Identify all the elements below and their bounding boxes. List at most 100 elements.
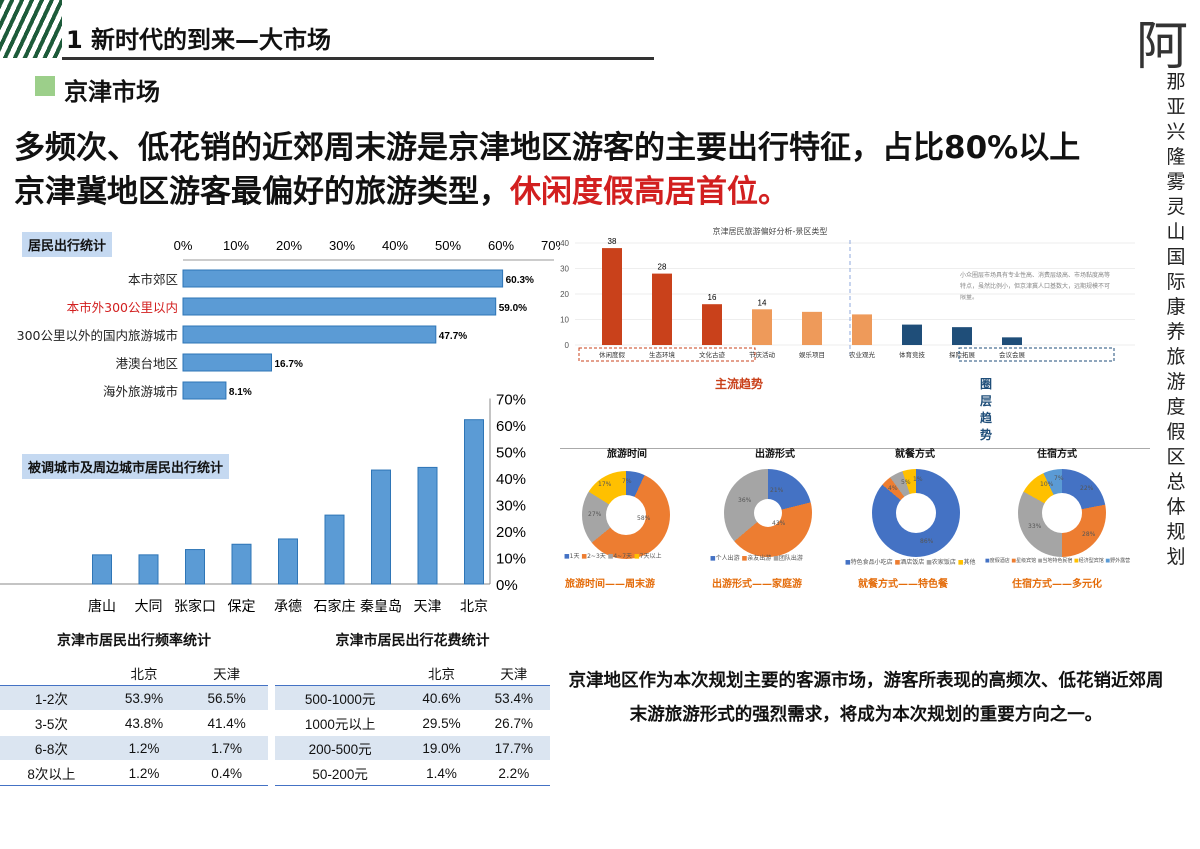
table-cell: 1.2%	[102, 735, 186, 761]
table-cell: 6-8次	[0, 735, 103, 761]
category-label: 生态环境	[649, 350, 676, 359]
axis-tick-label: 40%	[496, 471, 526, 488]
decorative-stripes	[0, 0, 62, 58]
category-label: 300公里以外的国内旅游城市	[17, 328, 178, 343]
legend-item: 野外露营	[1110, 558, 1131, 564]
pie-lodging	[1018, 469, 1106, 557]
table-cell: 1-2次	[0, 685, 103, 711]
bar	[182, 269, 504, 288]
bar	[182, 353, 273, 372]
axis-tick-label: 50%	[435, 238, 461, 253]
subsection-title: 京津市场	[64, 78, 160, 106]
category-label: 本市外300公里以内	[67, 300, 178, 315]
table-cell: 40.6%	[405, 685, 478, 711]
residents-travel-chart: 0% 10% 20% 30% 40% 50% 60% 70% 本市郊区 60.3% 本市外300公里…	[17, 238, 560, 400]
cities-chart-tag: 被调城市及周边城市居民出行统计	[22, 454, 230, 479]
pie-value-label: 10%	[1040, 481, 1054, 488]
pie-value-label: 4%	[888, 485, 898, 492]
axis-tick-label: 60%	[488, 238, 514, 253]
bar	[464, 419, 484, 585]
table-cell: 41.4%	[185, 710, 268, 736]
pie-value-label: 27%	[588, 511, 602, 518]
pie-legend: ■1天 ■2~3天 ■4~7天 ■7天以上	[564, 553, 662, 560]
axis-tick-label: 0%	[174, 238, 193, 253]
table-row: 1-2次 53.9% 56.5%	[0, 685, 268, 711]
category-label: 探险拓展	[949, 350, 976, 359]
category-label: 本市郊区	[128, 272, 178, 287]
category-label: 休闲度假	[599, 350, 626, 359]
axis-tick-label: 60%	[496, 418, 526, 435]
pie-value-label: 33%	[1028, 523, 1042, 530]
axis-tick-label: 70%	[541, 238, 560, 253]
data-label: 16	[708, 293, 717, 302]
data-label: 38	[608, 237, 617, 246]
pie-dining	[872, 469, 960, 557]
category-label: 会议会展	[999, 350, 1026, 359]
category-label: 天津	[414, 599, 442, 615]
pie-value-label: 58%	[637, 515, 651, 522]
table-cell: 2.2%	[477, 760, 550, 786]
data-label: 14	[758, 298, 767, 307]
pie-caption-travel-form: 出游形式——家庭游	[712, 579, 802, 590]
bar	[182, 381, 227, 400]
pie-legend: ■特色食品小吃店 ■酒店饭店 ■农家饭店 ■其他	[845, 559, 976, 566]
category-label: 体育竞技	[899, 350, 926, 359]
pie-hole	[896, 493, 936, 533]
bar	[852, 314, 872, 345]
bar	[92, 554, 112, 585]
pie-value-label: 28%	[1082, 531, 1096, 538]
data-label: 47.7%	[439, 331, 467, 342]
pie-value-label: 22%	[1080, 485, 1094, 492]
pie-title-travel-time: 旅游时间	[607, 449, 647, 460]
axis-tick-label: 20	[560, 290, 569, 299]
pie-value-label: 5%	[901, 479, 911, 486]
table-cell: 200-500元	[275, 735, 406, 761]
legend-item: 农家饭店	[931, 559, 956, 566]
data-label: 59.0%	[499, 303, 527, 314]
table-header-cell: 北京	[102, 660, 186, 686]
axis-tick-label: 20%	[276, 238, 302, 253]
category-label: 娱乐项目	[799, 350, 825, 359]
frequency-table-title: 京津市居民出行频率统计	[57, 633, 211, 649]
pie-legend: ■度假酒店 ■星级宾馆 ■当地特色民宿 ■经济型宾馆 ■野外露营	[985, 558, 1131, 564]
data-label: 28	[658, 263, 667, 272]
bar	[138, 554, 159, 585]
category-label: 秦皇岛	[360, 599, 402, 615]
group-label-main: 主流趋势	[715, 377, 764, 391]
scenic-preference-panel: 京津居民旅游偏好分析-景区类型 小众圈层市场具有专业性高、消费层级高、市场黏度高…	[555, 220, 1135, 442]
bar	[231, 543, 252, 585]
category-label: 港澳台地区	[115, 356, 178, 371]
axis-tick-label: 0	[565, 341, 570, 350]
headline-line-1: 多频次、低花销的近郊周末游是京津地区游客的主要出行特征，占比80%以上	[14, 130, 1081, 166]
legend-item: 特色食品小吃店	[850, 559, 893, 566]
headline-line-2: 京津冀地区游客最偏好的旅游类型，休闲度假高居首位。	[14, 166, 789, 211]
title-divider	[62, 57, 654, 60]
scenic-chart-note: 小众圈层市场具有专业性高、消费层级高、市场黏度高等特点，虽然比例小，但京津冀人口…	[960, 272, 1111, 301]
table-row: 3-5次 43.8% 41.4%	[0, 710, 268, 736]
category-label: 大同	[135, 599, 163, 615]
bar	[752, 309, 772, 345]
pie-value-label: 17%	[598, 481, 612, 488]
pie-caption-travel-time: 旅游时间——周末游	[565, 579, 655, 590]
pie-value-label: 1%	[913, 476, 923, 483]
bar	[952, 327, 972, 345]
bar	[902, 324, 922, 345]
category-label: 农业观光	[849, 350, 876, 359]
pie-value-label: 36%	[738, 497, 752, 504]
table-cell: 19.0%	[405, 735, 478, 761]
table-header-cell: 北京	[405, 660, 478, 686]
subsection-marker	[35, 76, 55, 96]
table-row: 500-1000元 40.6% 53.4%	[275, 685, 550, 711]
table-cell: 53.9%	[102, 685, 186, 711]
category-label: 海外旅游城市	[103, 384, 178, 399]
category-label: 北京	[460, 599, 488, 615]
legend-item: 2~3天	[587, 553, 606, 560]
data-label: 16.7%	[275, 359, 303, 370]
legend-item: 亲友出游	[747, 555, 772, 562]
category-label: 张家口	[174, 598, 216, 615]
section-title: 1 新时代的到来—大市场	[66, 26, 332, 54]
pie-travel-time	[582, 471, 670, 559]
axis-tick-label: 10%	[496, 551, 526, 568]
table-cell: 1.2%	[102, 760, 186, 786]
legend-item: 酒店饭店	[900, 559, 925, 566]
